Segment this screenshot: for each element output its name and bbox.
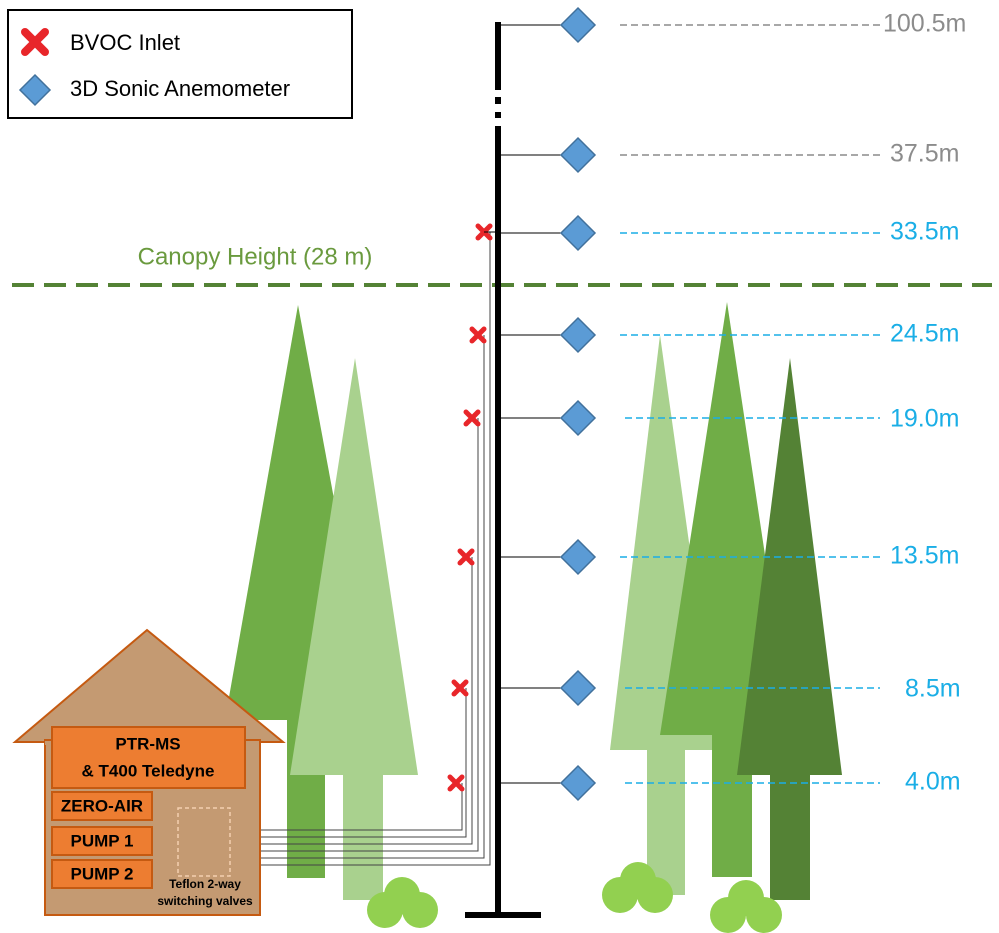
pump-box xyxy=(51,859,153,889)
ptr-box xyxy=(51,726,246,789)
height-label: 8.5m xyxy=(905,675,961,703)
tube xyxy=(230,557,473,845)
inlet xyxy=(457,548,475,566)
anemometer xyxy=(559,136,597,174)
inlet xyxy=(469,326,487,344)
tube xyxy=(230,335,485,859)
house: PTR-MS & T400 Teledyne ZERO-AIR PUMP 1 P… xyxy=(12,628,286,916)
height-label: 19.0m xyxy=(890,405,959,433)
inlet xyxy=(447,774,465,792)
pump-label: PUMP 1 xyxy=(71,831,134,850)
arms xyxy=(498,6,880,802)
tower xyxy=(465,22,541,918)
height-label: 100.5m xyxy=(883,10,966,38)
anemometer xyxy=(559,316,597,354)
tube xyxy=(230,688,467,838)
canopy-label: Canopy Height (28 m) xyxy=(138,243,373,270)
anemometer xyxy=(18,73,52,107)
anemometer xyxy=(559,399,597,437)
legend: BVOC Inlet 3D Sonic Anemometer xyxy=(7,9,353,119)
trees xyxy=(225,302,842,900)
tube xyxy=(230,232,491,866)
height-label: 13.5m xyxy=(890,542,959,570)
inlet xyxy=(463,409,481,427)
anemometer xyxy=(559,669,597,707)
anemometer xyxy=(559,538,597,576)
anemometer xyxy=(559,6,597,44)
zero-air-box xyxy=(51,791,153,821)
inlet xyxy=(451,679,469,697)
height-labels: 100.5m 37.5m 33.5m 24.5m 19.0m 13.5m 8.5… xyxy=(883,10,966,796)
height-label: 37.5m xyxy=(890,140,959,168)
legend-label: 3D Sonic Anemometer xyxy=(70,76,290,101)
tube xyxy=(230,418,479,852)
pump-label: PUMP 2 xyxy=(71,864,134,883)
anemometer xyxy=(559,214,597,252)
height-label: 4.0m xyxy=(905,768,961,796)
height-label: 24.5m xyxy=(890,320,959,348)
valves-label: switching valves xyxy=(157,894,253,908)
valves-label: Teflon 2-way xyxy=(169,877,241,891)
pump-box xyxy=(51,826,153,856)
zero-air-label: ZERO-AIR xyxy=(61,796,143,815)
legend-label: BVOC Inlet xyxy=(70,30,180,55)
tube xyxy=(230,783,463,831)
inlet xyxy=(21,28,49,56)
bushes xyxy=(367,862,782,933)
height-label: 33.5m xyxy=(890,218,959,246)
anemometer xyxy=(559,764,597,802)
instrument-line: & T400 Teledyne xyxy=(82,761,215,780)
instrument-line: PTR-MS xyxy=(115,734,180,753)
